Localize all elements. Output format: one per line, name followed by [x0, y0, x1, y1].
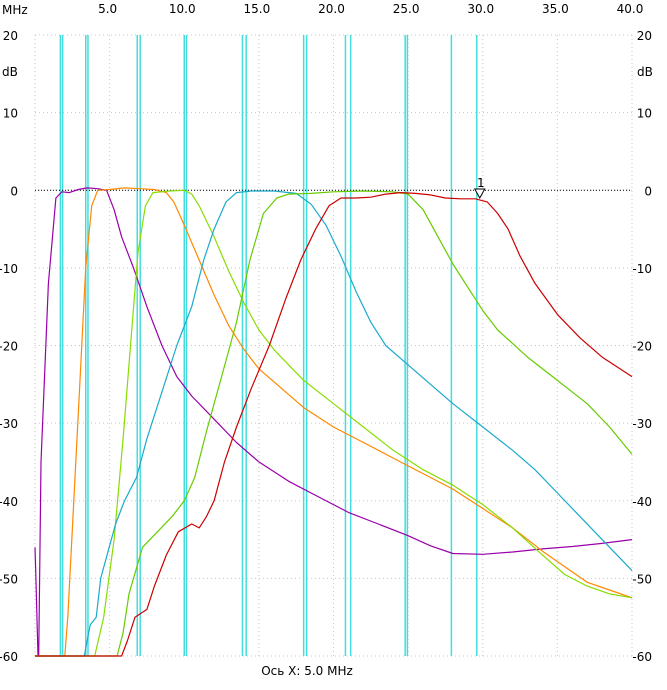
marker-triangle-icon: [473, 188, 486, 200]
marker-1[interactable]: 1: [473, 176, 486, 200]
x-tick-label: 10.0: [169, 2, 196, 16]
marker-label: 1: [477, 176, 485, 190]
response-curves: [34, 187, 633, 657]
x-tick-label: 30.0: [467, 2, 494, 16]
y-tick-label-right: -20: [632, 340, 652, 354]
x-tick-label: 5.0: [98, 2, 117, 16]
y-tick-label-right: -60: [632, 650, 652, 664]
y-tick-label-right: -40: [632, 495, 652, 509]
y-unit-label-left: dB: [2, 65, 18, 79]
y-tick-label-right: -30: [632, 417, 652, 431]
series-line-3: [35, 189, 633, 657]
series-line-6: [35, 192, 633, 657]
y-tick-label-left: -20: [0, 340, 18, 354]
x-tick-label: 25.0: [393, 2, 420, 16]
x-axis-label: Ось X: 5.0 MHz: [261, 664, 353, 678]
y-tick-label-right: 0: [644, 184, 652, 198]
y-tick-label-left: 10: [3, 107, 18, 121]
y-tick-label-right: 20: [637, 29, 652, 43]
x-tick-labels: 5.0 10.0 15.0 20.0 25.0 30.0 35.0 40.0: [98, 2, 643, 16]
y-tick-labels-left: 20 10 0 -10 -20 -30 -40 -50 -60: [0, 29, 18, 664]
x-tick-label: 35.0: [542, 2, 569, 16]
x-tick-label: 20.0: [318, 2, 345, 16]
y-tick-label-right: 10: [637, 107, 652, 121]
x-tick-label: 40.0: [617, 2, 644, 16]
series-line-5: [35, 190, 633, 657]
y-tick-label-left: 0: [10, 184, 18, 198]
x-unit-label: MHz: [2, 3, 28, 17]
y-tick-label-left: 20: [3, 29, 18, 43]
y-tick-labels-right: 20 10 0 -10 -20 -30 -40 -50 -60: [632, 29, 652, 664]
y-tick-label-left: -60: [0, 650, 18, 664]
series-line-4: [35, 190, 633, 657]
band-marker-lines: [59, 35, 478, 656]
y-tick-label-left: -10: [0, 262, 18, 276]
y-tick-label-right: -10: [632, 262, 652, 276]
y-tick-label-left: -40: [0, 495, 18, 509]
y-unit-label-right: dB: [637, 65, 653, 79]
y-tick-label-right: -50: [632, 572, 652, 586]
x-tick-label: 15.0: [244, 2, 271, 16]
series-line-2: [35, 187, 633, 657]
y-tick-label-left: -30: [0, 417, 18, 431]
series-line-1: [34, 187, 633, 657]
y-tick-label-left: -50: [0, 572, 18, 586]
